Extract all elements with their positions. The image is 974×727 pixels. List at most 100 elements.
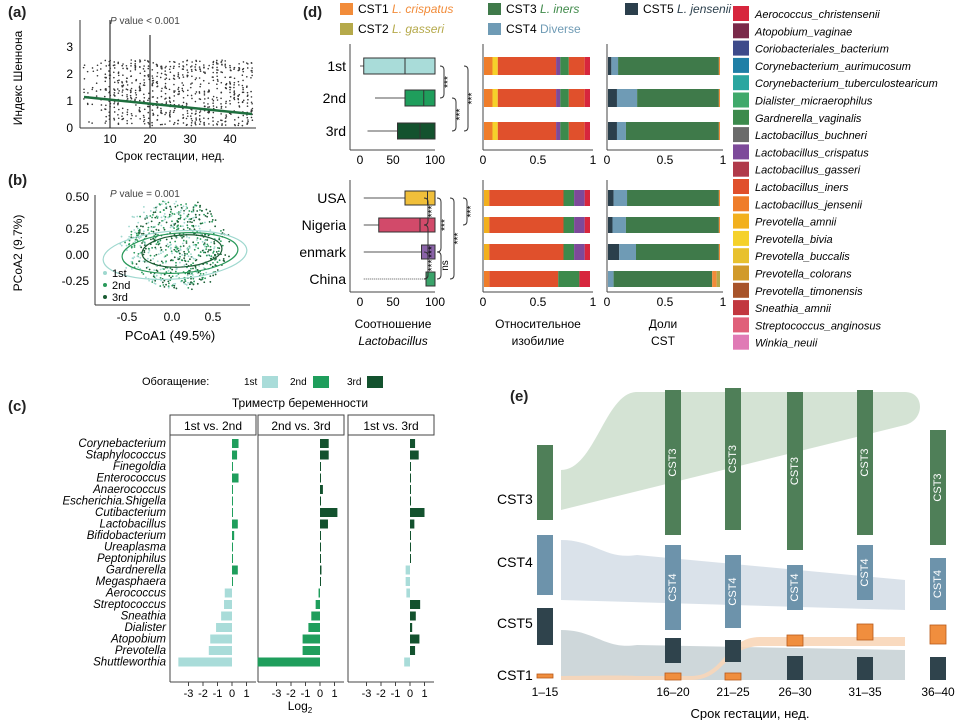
a-point xyxy=(194,68,197,71)
b-point xyxy=(192,283,195,286)
e-node-label: CST3 xyxy=(932,473,944,501)
e-xtick: 36–40 xyxy=(921,685,955,699)
b-point xyxy=(125,267,128,269)
b-point xyxy=(146,257,149,260)
d-abund-segment xyxy=(489,217,564,233)
b-point xyxy=(168,215,171,218)
b-point xyxy=(143,249,146,252)
e-xtick: 1–15 xyxy=(532,685,559,699)
a-point xyxy=(224,86,227,89)
d-abund-segment xyxy=(484,190,490,206)
col-label-ratio: Соотношение xyxy=(355,317,432,331)
b-point xyxy=(212,274,215,277)
b-point xyxy=(174,240,177,243)
b-point xyxy=(143,211,145,214)
a-point xyxy=(135,96,138,99)
cst-legend-swatch xyxy=(488,23,501,35)
b-point xyxy=(159,246,162,249)
b-point xyxy=(153,276,156,279)
b-point xyxy=(220,230,222,232)
a-point xyxy=(143,70,146,73)
b-point xyxy=(212,250,215,253)
d-ratio-tick: 50 xyxy=(386,295,400,309)
c-bar xyxy=(232,508,233,517)
e-node-cst4 xyxy=(725,555,741,628)
a-ytick: 3 xyxy=(66,40,73,54)
b-point xyxy=(134,240,137,243)
taxon-swatch xyxy=(733,317,749,333)
b-point xyxy=(179,214,182,217)
a-point xyxy=(185,63,188,66)
c-bar xyxy=(232,439,239,448)
c-facet-header xyxy=(257,414,345,436)
a-point xyxy=(217,80,219,82)
a-point xyxy=(208,123,210,125)
a-xtick: 10 xyxy=(103,132,117,146)
taxon-swatch xyxy=(733,92,749,108)
c-taxon-label: Lactobacillus xyxy=(100,519,167,531)
e-xtick: 16–20 xyxy=(656,685,690,699)
b-point xyxy=(149,215,152,217)
c-bar xyxy=(410,519,415,529)
b-point xyxy=(212,256,215,259)
b-point xyxy=(155,228,158,231)
a-point xyxy=(169,111,171,114)
a-point xyxy=(251,107,254,110)
a-point xyxy=(177,75,179,78)
e-node-cst1 xyxy=(536,673,554,679)
a-point xyxy=(182,84,185,87)
b-point xyxy=(223,260,226,263)
b-point xyxy=(139,215,141,218)
c-taxon-label: Peptoniphilus xyxy=(97,553,166,565)
a-point xyxy=(182,117,184,119)
a-point xyxy=(190,124,193,127)
a-point xyxy=(165,77,168,79)
panel-b-ellipse-1st xyxy=(102,229,248,281)
b-point xyxy=(177,227,180,230)
b-ytick: -0.25 xyxy=(62,274,90,288)
d-abund-segment xyxy=(556,57,561,75)
b-point xyxy=(135,232,138,235)
a-point xyxy=(198,111,201,114)
a-point xyxy=(173,91,175,94)
b-point xyxy=(192,211,194,213)
b-point xyxy=(142,273,145,275)
b-point xyxy=(167,245,170,248)
b-point xyxy=(197,242,200,244)
taxon-swatch xyxy=(733,248,749,264)
d-cst-segment xyxy=(627,190,719,206)
d-abund-segment xyxy=(584,217,590,233)
b-point xyxy=(203,267,205,269)
a-point xyxy=(173,65,175,68)
b-point xyxy=(190,253,192,256)
b-point xyxy=(184,217,187,220)
b-point xyxy=(192,244,195,246)
a-point xyxy=(173,95,176,97)
d-abund-segment xyxy=(497,57,557,75)
b-point xyxy=(209,229,212,232)
a-point xyxy=(130,117,132,120)
b-point xyxy=(184,208,187,211)
c-bar xyxy=(405,577,410,586)
b-point xyxy=(206,243,209,246)
b-point xyxy=(137,252,140,255)
b-point xyxy=(155,209,158,211)
b-point xyxy=(169,267,172,270)
a-point xyxy=(216,75,218,78)
b-point xyxy=(136,255,139,258)
panel-b-xticks: -0.5 0.0 0.5 xyxy=(117,310,222,324)
c-bar xyxy=(232,485,233,494)
b-point xyxy=(157,243,160,246)
a-point xyxy=(113,111,116,113)
taxon-swatch xyxy=(733,40,749,56)
a-point xyxy=(208,82,210,85)
a-point xyxy=(233,84,235,86)
b-point xyxy=(213,242,216,245)
e-xtick: 31–35 xyxy=(848,685,882,699)
a-point xyxy=(220,113,222,115)
a-point xyxy=(121,118,123,121)
c-bar xyxy=(410,542,411,552)
a-point xyxy=(138,107,141,109)
b-point xyxy=(161,219,163,222)
a-point xyxy=(178,77,181,79)
